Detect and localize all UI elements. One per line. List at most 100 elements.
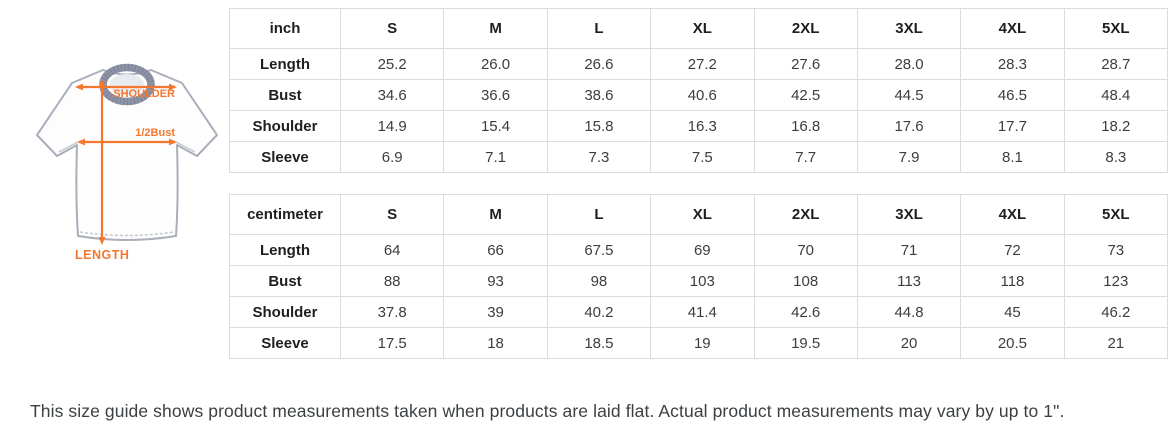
measurement-row: Shoulder 14.9 15.4 15.8 16.3 16.8 17.6 17.7 18.2 (229, 110, 1169, 142)
measurement-value-cell: 18 (443, 327, 548, 359)
length-label: LENGTH (75, 248, 129, 262)
size-header-cell: 5XL (1063, 194, 1169, 235)
tshirt-body (36, 69, 218, 241)
measurement-value-cell: 44.8 (856, 296, 962, 328)
measurement-value-cell: 73 (1063, 234, 1169, 266)
measurement-value-cell: 28.0 (856, 48, 962, 80)
measurement-label-cell: Sleeve (229, 141, 341, 173)
measurement-value-cell: 108 (753, 265, 858, 297)
measurement-value-cell: 38.6 (546, 79, 652, 111)
measurement-value-cell: 7.1 (443, 141, 548, 173)
measurement-value-cell: 42.5 (753, 79, 858, 111)
unit-header-cell: inch (229, 8, 341, 49)
measurement-label-cell: Shoulder (229, 110, 341, 142)
size-guide-note: This size guide shows product measuremen… (30, 401, 1065, 421)
measurement-value-cell: 7.5 (650, 141, 755, 173)
measurement-row: Shoulder 37.8 39 40.2 41.4 42.6 44.8 45 46.2 (229, 296, 1169, 328)
measurement-value-cell: 45 (960, 296, 1065, 328)
size-header-cell: 5XL (1063, 8, 1169, 49)
measurement-value-cell: 28.7 (1063, 48, 1169, 80)
measurement-value-cell: 72 (960, 234, 1065, 266)
measurement-value-cell: 93 (443, 265, 548, 297)
measurement-value-cell: 36.6 (443, 79, 548, 111)
measurement-value-cell: 46.2 (1063, 296, 1169, 328)
tshirt-illustration: SHOULDER 1/2Bust LENGTH (36, 63, 218, 262)
length-arrow (98, 79, 106, 245)
measurement-value-cell: 42.6 (753, 296, 858, 328)
measurement-label-cell: Sleeve (229, 327, 341, 359)
measurement-row: Bust 34.6 36.6 38.6 40.6 42.5 44.5 46.5 48.4 (229, 79, 1169, 111)
measurement-value-cell: 64 (339, 234, 445, 266)
measurement-value-cell: 44.5 (856, 79, 962, 111)
measurement-row: Length 64 66 67.5 69 70 71 72 73 (229, 234, 1169, 266)
measurement-value-cell: 7.3 (546, 141, 652, 173)
measurement-value-cell: 17.6 (856, 110, 962, 142)
measurement-value-cell: 26.0 (443, 48, 548, 80)
measurement-value-cell: 18.2 (1063, 110, 1169, 142)
measurement-value-cell: 17.5 (339, 327, 445, 359)
measurement-value-cell: 41.4 (650, 296, 755, 328)
measurement-value-cell: 16.3 (650, 110, 755, 142)
measurement-label-cell: Length (229, 234, 341, 266)
measurement-value-cell: 28.3 (960, 48, 1065, 80)
size-header-cell: M (443, 8, 548, 49)
size-table-centimeter: centimeter S M L XL 2XL 3XL 4XL 5XL Length 64 66 67.… (229, 194, 1169, 359)
measurement-value-cell: 21 (1063, 327, 1169, 359)
measurement-value-cell: 34.6 (339, 79, 445, 111)
size-header-cell: 3XL (856, 8, 962, 49)
measurement-label-cell: Bust (229, 265, 341, 297)
measurement-value-cell: 88 (339, 265, 445, 297)
measurement-value-cell: 8.3 (1063, 141, 1169, 173)
measurement-value-cell: 37.8 (339, 296, 445, 328)
shoulder-arrow (75, 83, 177, 91)
size-header-cell: XL (650, 194, 755, 235)
measurement-value-cell: 71 (856, 234, 962, 266)
measurement-value-cell: 20 (856, 327, 962, 359)
measurement-value-cell: 46.5 (960, 79, 1065, 111)
hem-stitch (79, 231, 175, 237)
collar-rib-texture (99, 63, 155, 106)
size-header-cell: 2XL (753, 8, 858, 49)
left-cuff-seam (58, 141, 79, 153)
right-cuff-seam (175, 141, 196, 153)
measurement-value-cell: 26.6 (546, 48, 652, 80)
measurement-value-cell: 19.5 (753, 327, 858, 359)
measurement-value-cell: 19 (650, 327, 755, 359)
measurement-row: Sleeve 6.9 7.1 7.3 7.5 7.7 7.9 8.1 8.3 (229, 141, 1169, 173)
size-header-cell: S (339, 8, 445, 49)
measurement-value-cell: 15.8 (546, 110, 652, 142)
measurement-value-cell: 8.1 (960, 141, 1065, 173)
measurement-value-cell: 7.7 (753, 141, 858, 173)
measurement-value-cell: 16.8 (753, 110, 858, 142)
measurement-value-cell: 66 (443, 234, 548, 266)
size-header-cell: L (546, 194, 652, 235)
size-table-inch: inch S M L XL 2XL 3XL 4XL 5XL Length 25.2 26.0 26.6 2… (229, 8, 1169, 173)
size-header-cell: S (339, 194, 445, 235)
half-bust-label: 1/2Bust (135, 127, 175, 139)
size-header-cell: 3XL (856, 194, 962, 235)
size-header-cell: 2XL (753, 194, 858, 235)
measurement-value-cell: 18.5 (546, 327, 652, 359)
measurement-row: Length 25.2 26.0 26.6 27.2 27.6 28.0 28.3 28.7 (229, 48, 1169, 80)
measurement-value-cell: 103 (650, 265, 755, 297)
measurement-value-cell: 27.6 (753, 48, 858, 80)
measurement-value-cell: 14.9 (339, 110, 445, 142)
measurement-value-cell: 40.6 (650, 79, 755, 111)
size-header-cell: 4XL (960, 8, 1065, 49)
measurement-value-cell: 123 (1063, 265, 1169, 297)
size-header-cell: M (443, 194, 548, 235)
size-table-header-row: inch S M L XL 2XL 3XL 4XL 5XL (229, 8, 1169, 49)
collar-opening (110, 74, 144, 95)
measurement-value-cell: 39 (443, 296, 548, 328)
measurement-value-cell: 67.5 (546, 234, 652, 266)
measurement-label-cell: Shoulder (229, 296, 341, 328)
bust-arrow (77, 138, 177, 146)
tshirt-diagram: SHOULDER 1/2Bust LENGTH (25, 58, 225, 268)
measurement-value-cell: 6.9 (339, 141, 445, 173)
measurement-value-cell: 25.2 (339, 48, 445, 80)
shoulder-label: SHOULDER (113, 88, 175, 100)
measurement-value-cell: 27.2 (650, 48, 755, 80)
measurement-value-cell: 17.7 (960, 110, 1065, 142)
measurement-value-cell: 98 (546, 265, 652, 297)
